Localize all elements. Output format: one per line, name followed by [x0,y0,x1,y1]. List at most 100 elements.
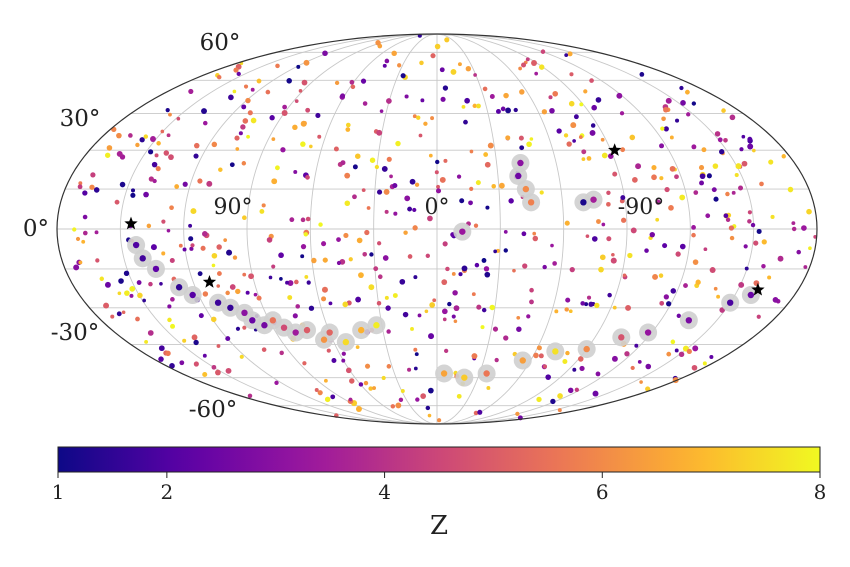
field-source-point [243,84,249,89]
field-source-point [476,103,481,109]
field-source-point [250,87,255,92]
field-source-point [217,271,222,276]
field-source-point [731,190,736,195]
field-source-point [345,127,351,132]
field-source-point [678,351,685,358]
field-source-point [197,178,203,184]
field-source-point [692,345,699,352]
highlighted-source-point [527,199,535,206]
field-source-point [413,275,418,280]
highlighted-source-point [483,370,490,377]
field-source-point [521,231,527,237]
field-source-point [713,286,718,291]
field-source-point [429,302,436,308]
field-source-point [402,311,409,318]
field-source-point [189,246,194,251]
field-source-point [459,198,465,204]
field-source-point [216,284,221,288]
field-source-point [791,226,797,232]
field-source-point [225,290,230,296]
field-source-point [326,348,331,353]
field-source-point [342,301,349,308]
field-source-point [223,238,228,242]
colorbar-tick-8: 8 [814,480,827,504]
field-source-point [95,258,100,263]
field-source-point [469,186,474,191]
field-source-point [274,380,279,385]
field-source-point [158,356,164,362]
field-source-point [400,389,405,394]
field-source-point [137,292,143,299]
field-source-point [725,217,731,222]
field-source-point [188,88,194,94]
field-source-point [245,290,250,295]
field-source-point [721,108,726,113]
field-source-point [314,387,319,392]
field-source-point [533,352,539,359]
field-source-point [309,144,313,149]
field-source-point [200,245,206,251]
field-source-point [590,123,596,128]
field-source-point [340,93,346,99]
field-source-point [348,257,353,262]
field-source-point [659,143,665,149]
field-source-point [679,243,686,250]
field-source-point [498,182,505,189]
field-source-point [679,85,684,91]
field-source-point [452,290,458,296]
field-source-point [373,266,379,272]
field-source-point [483,152,489,157]
field-source-point [475,180,481,186]
field-source-point [211,252,218,259]
field-source-point [355,345,360,349]
field-source-point [565,297,571,303]
field-source-point [321,241,327,247]
field-source-point [583,89,588,94]
highlighted-source-point [644,329,652,336]
field-source-point [698,165,705,171]
field-source-point [444,37,450,43]
field-source-point [610,257,617,264]
field-source-point [336,260,342,266]
field-source-point [305,175,310,180]
field-source-point [369,157,376,163]
field-source-point [611,252,615,257]
field-source-point [161,219,166,224]
field-source-point [166,133,171,138]
field-source-point [428,333,435,340]
field-source-point [170,297,175,302]
field-source-point [99,276,104,281]
field-source-point [382,255,389,261]
field-source-point [294,279,299,285]
field-source-point [123,270,130,277]
field-source-point [279,277,283,281]
highlighted-source-point [685,317,693,324]
field-source-point [304,275,309,279]
field-source-point [232,255,238,260]
field-source-point [128,133,133,138]
field-source-point [242,272,247,277]
field-source-point [360,78,367,84]
field-source-point [117,291,122,296]
field-source-point [529,137,534,141]
field-source-point [570,122,577,129]
field-source-point [300,254,305,259]
field-source-point [669,135,674,140]
field-source-point [539,64,545,70]
field-source-point [456,174,462,179]
highlighted-source-point [583,345,590,353]
field-source-point [150,244,157,251]
field-source-point [280,147,286,153]
field-source-point [404,195,411,202]
field-source-point [586,156,592,161]
field-source-point [444,348,449,354]
field-source-point [386,98,392,104]
field-source-point [492,326,499,332]
field-source-point [767,275,772,280]
field-source-point [193,142,200,149]
field-source-point [256,295,262,301]
highlighted-source-point [132,241,140,249]
field-source-point [723,137,728,143]
field-source-point [191,334,198,341]
field-source-point [211,316,217,323]
